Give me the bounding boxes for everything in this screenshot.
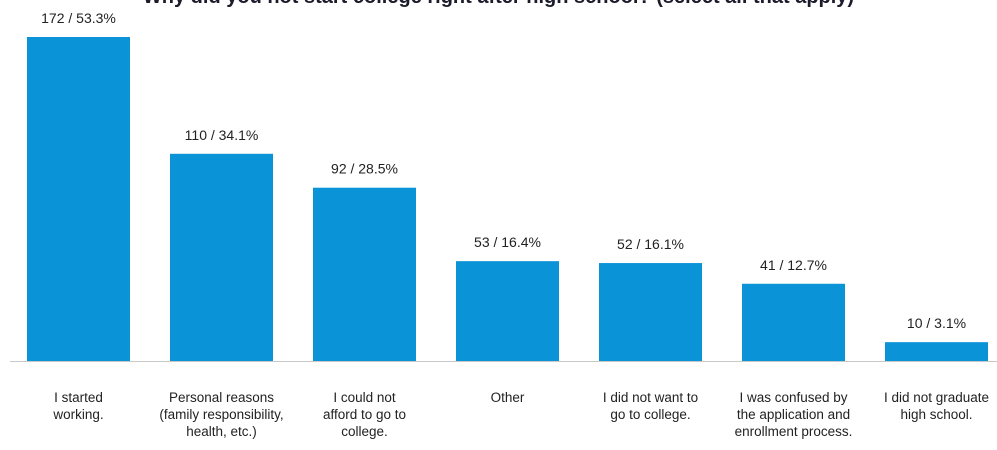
bar-1: [27, 37, 130, 361]
bar-3: [313, 187, 416, 361]
category-label-line: I started: [54, 390, 103, 405]
category-label-line: college.: [341, 424, 388, 439]
data-label-5: 52 / 16.1%: [617, 236, 684, 252]
category-label-line: I did not want to: [603, 390, 698, 405]
data-label-6: 41 / 12.7%: [760, 257, 827, 273]
category-label-5: I did not want to go to college.: [603, 390, 698, 422]
category-label-6: I was confused by the application and enro…: [735, 390, 853, 439]
data-label-2: 110 / 34.1%: [185, 127, 259, 143]
category-label-1: I started working.: [52, 390, 103, 422]
category-label-line: (family responsibility,: [159, 407, 283, 422]
category-label-line: the application and: [737, 407, 850, 422]
data-label-1: 172 / 53.3%: [41, 10, 116, 26]
bar-7: [885, 342, 988, 361]
category-label-line: working.: [52, 407, 103, 422]
bar-6: [742, 283, 845, 361]
data-label-3: 92 / 28.5%: [331, 161, 398, 177]
chart-title: Why did you not start college right afte…: [0, 0, 997, 9]
category-label-line: health, etc.): [186, 424, 257, 439]
category-label-line: I did not graduate: [884, 390, 989, 405]
category-label-line: I could not: [333, 390, 396, 405]
category-label-line: afford to go to: [323, 407, 406, 422]
category-label-line: go to college.: [610, 407, 690, 422]
category-label-line: enrollment process.: [735, 424, 853, 439]
category-label-2: Personal reasons (family responsibility, h…: [159, 390, 283, 439]
category-label-line: Other: [491, 390, 525, 405]
category-label-line: high school.: [900, 407, 972, 422]
category-label-7: I did not graduate high school.: [884, 390, 989, 422]
bar-5: [599, 263, 702, 361]
category-label-line: Personal reasons: [169, 390, 274, 405]
data-label-4: 53 / 16.4%: [474, 234, 541, 250]
bar-2: [170, 153, 273, 361]
data-label-7: 10 / 3.1%: [907, 315, 966, 331]
category-label-line: I was confused by: [739, 390, 847, 405]
category-label-4: Other: [491, 390, 525, 405]
bar-4: [456, 261, 559, 361]
category-label-3: I could not afford to go to college.: [323, 390, 406, 439]
